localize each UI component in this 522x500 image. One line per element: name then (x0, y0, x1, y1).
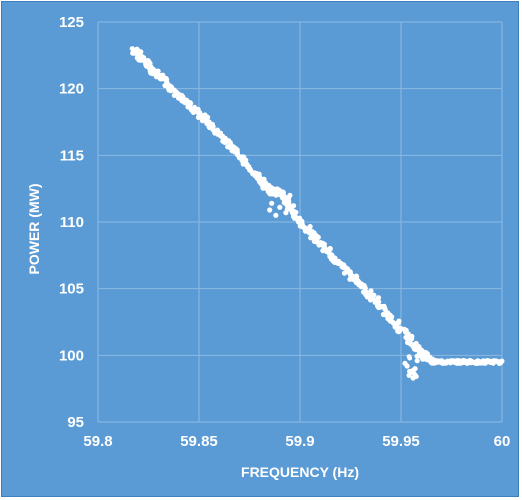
x-tick-label: 59.8 (83, 433, 112, 450)
data-point (287, 192, 293, 198)
data-point (355, 278, 361, 284)
data-point (306, 229, 312, 236)
data-point (277, 204, 283, 210)
data-point (196, 109, 202, 116)
data-point (222, 139, 228, 145)
data-point (171, 92, 177, 98)
data-point (283, 210, 289, 216)
data-point (410, 367, 416, 373)
data-point (396, 328, 403, 334)
data-point (382, 305, 388, 312)
data-point (387, 312, 393, 318)
data-point (414, 353, 420, 359)
data-point (406, 336, 412, 342)
data-point (321, 241, 327, 247)
data-point (267, 207, 273, 213)
x-tick-label: 60 (494, 433, 511, 450)
data-point (234, 149, 240, 155)
tick-labels: 95 100 105 110 115 120 125 59.8 59.85 59.9 59.95 60 (59, 14, 510, 450)
data-point (335, 260, 341, 266)
data-point (414, 358, 420, 364)
data-point (217, 133, 223, 139)
x-tick-label: 59.85 (180, 433, 218, 450)
data-point (236, 155, 242, 161)
data-point (146, 65, 152, 71)
x-tick-label: 59.95 (382, 433, 420, 450)
data-point (257, 174, 263, 180)
data-point (499, 358, 505, 364)
data-point (341, 270, 348, 276)
data-points (129, 46, 505, 381)
x-axis-title: FREQUENCY (Hz) (241, 464, 359, 480)
y-tick-label: 110 (60, 214, 84, 231)
data-point (414, 374, 419, 379)
data-point (200, 113, 206, 119)
data-point (210, 124, 216, 130)
y-tick-label: 100 (59, 347, 84, 364)
y-tick-label: 120 (59, 81, 84, 98)
data-point (362, 285, 368, 291)
data-point (182, 99, 188, 106)
data-point (402, 360, 408, 366)
y-tick-label: 115 (60, 147, 84, 164)
data-point (368, 288, 374, 294)
data-point (269, 200, 275, 206)
data-point (154, 70, 160, 76)
y-tick-label: 95 (67, 414, 84, 431)
data-point (377, 303, 383, 309)
data-point (273, 212, 279, 218)
data-point (406, 354, 412, 359)
y-tick-label: 125 (59, 14, 84, 31)
data-point (407, 368, 412, 374)
y-axis-title: POWER (MW) (26, 184, 42, 275)
gridlines (97, 21, 503, 423)
data-point (424, 357, 430, 363)
data-point (349, 273, 355, 279)
y-tick-label: 105 (59, 281, 84, 298)
data-point (313, 238, 320, 244)
data-point (295, 217, 301, 224)
data-point (395, 320, 401, 326)
data-point (376, 299, 382, 305)
x-tick-label: 59.9 (285, 433, 314, 450)
